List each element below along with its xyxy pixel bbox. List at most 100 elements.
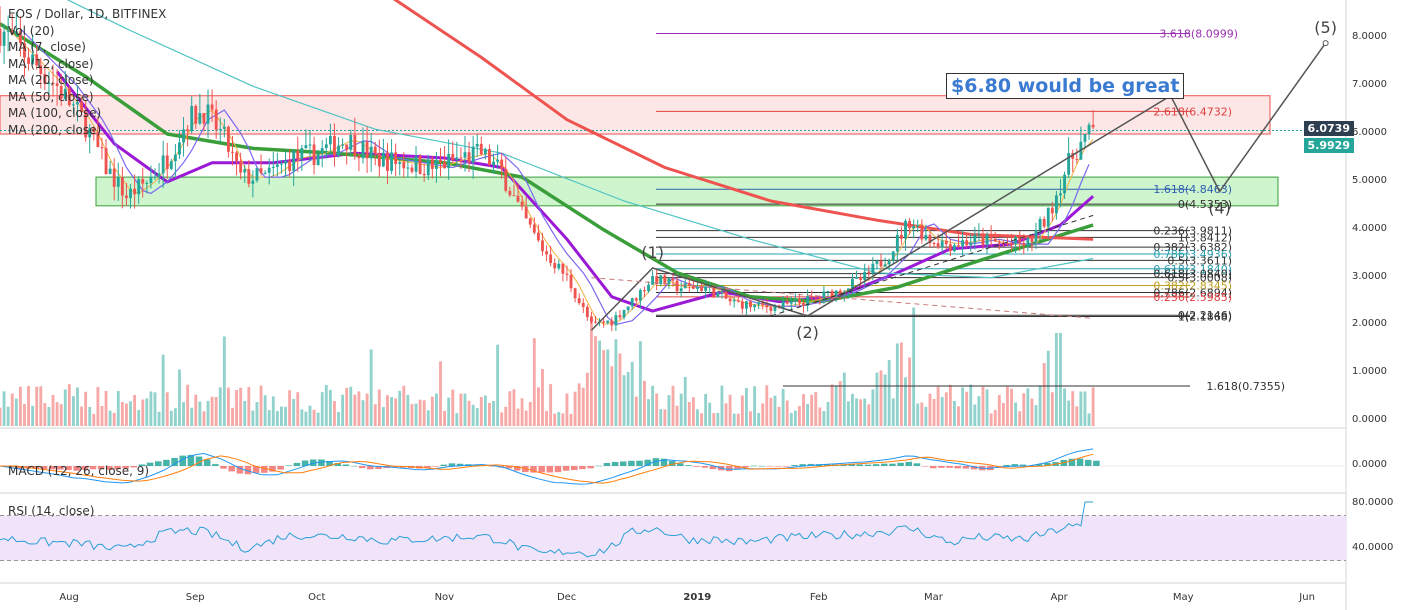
candle-body-136 — [553, 262, 557, 269]
macd-hist-76 — [309, 459, 317, 466]
macd-hist-264 — [1076, 458, 1084, 466]
volume-bar-37 — [149, 391, 153, 426]
macd-hist-86 — [350, 465, 358, 467]
volume-bar-19 — [76, 387, 79, 426]
candle-body-111 — [451, 153, 455, 160]
volume-bar-222 — [904, 377, 907, 426]
macd-hist-38 — [154, 461, 162, 466]
legend-ma7[interactable]: MA (7, close) — [8, 40, 86, 54]
volume-bar-206 — [838, 381, 842, 426]
volume-bar-189 — [769, 397, 773, 426]
candle-body-5 — [18, 31, 22, 44]
legend-ma12[interactable]: MA (12, close) — [8, 56, 94, 71]
candle-body-146 — [594, 321, 597, 323]
candle-body-118 — [479, 143, 483, 155]
volume-bar-190 — [773, 395, 777, 426]
volume-bar-123 — [500, 412, 504, 426]
candle-body-40 — [161, 155, 165, 174]
candle-body-181 — [736, 299, 740, 302]
macd-hist-206 — [840, 464, 847, 466]
candle-body-234 — [953, 245, 956, 252]
candle-body-169 — [687, 283, 691, 286]
volume-bar-197 — [802, 394, 805, 426]
macd-label[interactable]: MACD (12, 26, close, 9) — [8, 464, 150, 478]
volume-bar-252 — [1026, 388, 1030, 426]
candle-body-110 — [447, 153, 451, 169]
candle-body-143 — [581, 303, 585, 308]
candle-body-76 — [308, 144, 312, 146]
candle-body-27 — [108, 168, 112, 174]
candle-body-162 — [659, 275, 663, 285]
volume-bar-125 — [508, 391, 512, 426]
candle-body-120 — [488, 149, 491, 165]
candle-body-49 — [198, 113, 202, 124]
candle-body-32 — [129, 188, 132, 199]
volume-bar-137 — [557, 411, 561, 426]
volume-bar-5 — [18, 386, 22, 426]
volume-bar-111 — [451, 389, 455, 426]
volume-bar-173 — [704, 393, 708, 426]
ma-line-2 — [66, 0, 1094, 279]
macd-hist-170 — [693, 466, 700, 467]
volume-bar-267 — [1087, 413, 1091, 426]
candle-body-166 — [675, 280, 679, 292]
candle-body-134 — [545, 251, 548, 255]
volume-bar-70 — [284, 406, 287, 426]
candle-body-165 — [671, 278, 675, 281]
candlesticks — [0, 6, 1095, 332]
candle-body-252 — [1026, 238, 1030, 246]
price-tick-4: 4.0000 — [1352, 222, 1387, 234]
volume-bar-15 — [59, 404, 63, 426]
volume-bar-121 — [492, 401, 495, 426]
candle-body-65 — [263, 172, 267, 174]
volume-bar-16 — [63, 389, 67, 426]
volume-bar-203 — [826, 401, 830, 426]
macd-hist-230 — [938, 466, 945, 468]
volume-bar-255 — [1038, 385, 1042, 426]
fib-label-2: 1.618(4.8463) — [1153, 183, 1232, 196]
volume-bar-164 — [667, 395, 671, 426]
candle-body-39 — [157, 173, 161, 177]
volume-bar-43 — [173, 408, 177, 426]
rsi-band-fill — [0, 515, 1346, 561]
candle-body-153 — [622, 310, 626, 318]
legend-ma200[interactable]: MA (200, close) — [8, 122, 102, 137]
volume-bar-117 — [475, 408, 479, 426]
candle-body-79 — [320, 148, 324, 154]
macd-hist-56 — [228, 466, 235, 472]
legend-ma100[interactable]: MA (100, close) — [8, 106, 102, 120]
candle-body-2 — [6, 30, 10, 32]
volume-bar-76 — [308, 405, 312, 426]
macd-hist-64 — [261, 466, 268, 473]
volume-bar-134 — [545, 410, 548, 426]
annotation-callout[interactable]: $6.80 would be great — [946, 73, 1185, 99]
volume-bar-246 — [1001, 402, 1005, 426]
volume-bar-249 — [1014, 402, 1018, 426]
volume-bar-220 — [895, 343, 899, 426]
rsi-label[interactable]: RSI (14, close) — [8, 504, 95, 518]
macd-hist-216 — [881, 463, 888, 466]
ma-fast-line-0 — [7, 28, 1094, 326]
macd-hist-44 — [179, 455, 186, 466]
legend-ma20[interactable]: MA (20, close) — [8, 73, 94, 87]
volume-bar-66 — [267, 410, 271, 426]
time-tick-10: Jun — [1299, 592, 1315, 603]
macd-hist-80 — [326, 460, 333, 466]
volume-bar-208 — [846, 401, 850, 426]
legend-ma50[interactable]: MA (50, close) — [8, 89, 94, 104]
macd-hist-130 — [530, 466, 537, 473]
fib-label-9: 0.618(3.1840) — [1153, 263, 1232, 276]
time-tick-1: Sep — [185, 592, 205, 603]
candle-body-16 — [63, 88, 67, 99]
candle-body-98 — [398, 162, 402, 164]
candle-body-216 — [879, 260, 883, 267]
macd-hist-30 — [122, 466, 129, 469]
legend-vol[interactable]: Vol (20) — [8, 23, 55, 38]
symbol-title[interactable]: EOS / Dollar, 1D, BITFINEX — [8, 7, 167, 21]
candle-body-138 — [561, 263, 565, 274]
candle-body-148 — [602, 321, 606, 323]
candle-body-106 — [430, 159, 434, 169]
volume-bar-21 — [84, 391, 88, 426]
zone-support — [95, 176, 1279, 207]
